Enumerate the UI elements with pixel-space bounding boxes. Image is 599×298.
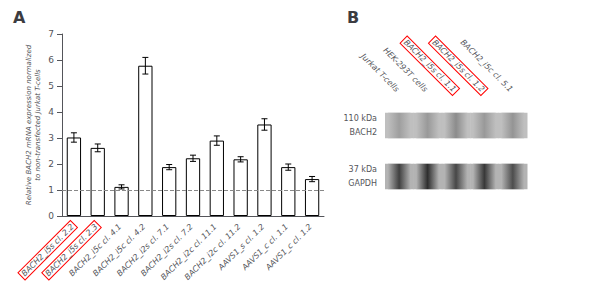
svg-text:B: B [347, 8, 359, 27]
svg-text:5: 5 [48, 81, 54, 91]
svg-text:BACH2_i2s cl. 7.2: BACH2_i2s cl. 7.2 [138, 222, 195, 279]
svg-text:BACH2_i2c cl. 11.2: BACH2_i2c cl. 11.2 [182, 222, 243, 282]
svg-text:BACH2_i5c cl. 4.1: BACH2_i5c cl. 4.1 [67, 222, 124, 279]
svg-text:BACH2: BACH2 [349, 128, 377, 137]
svg-text:AAVS1_c cl. 1.1: AAVS1_c cl. 1.1 [240, 222, 290, 272]
svg-text:BACH2_i5c cl. 4.2: BACH2_i5c cl. 4.2 [91, 222, 148, 279]
svg-text:110 kDa: 110 kDa [343, 114, 377, 123]
svg-text:BACH2_i5s cl. 1.1: BACH2_i5s cl. 1.1 [402, 38, 458, 94]
svg-text:1: 1 [48, 185, 54, 195]
svg-text:AAVS1_c cl. 1.2: AAVS1_c cl. 1.2 [263, 222, 314, 273]
svg-text:7: 7 [48, 29, 54, 39]
svg-text:BACH2_i5s cl. 2.2: BACH2_i5s cl. 2.2 [19, 222, 76, 279]
svg-text:4: 4 [48, 107, 54, 117]
svg-text:BACH2_i2s cl. 7.1: BACH2_i2s cl. 7.1 [115, 222, 171, 279]
svg-text:0: 0 [48, 211, 54, 221]
svg-text:Relative BACH2 mRNA expression: Relative BACH2 mRNA expression normalize… [25, 44, 33, 205]
svg-text:BACH2_i5s cl. 2.3: BACH2_i5s cl. 2.3 [43, 222, 100, 279]
svg-text:Jurkat T-cells: Jurkat T-cells [359, 51, 401, 94]
svg-text:BACH2_i5c cl. 5.1: BACH2_i5c cl. 5.1 [459, 38, 515, 94]
svg-text:BACH2_i2c cl. 11.1: BACH2_i2c cl. 11.1 [159, 222, 219, 282]
svg-text:A: A [13, 8, 26, 27]
svg-text:37 kDa: 37 kDa [349, 165, 378, 174]
svg-text:HEK-293T cells: HEK-293T cells [381, 45, 430, 94]
svg-text:GAPDH: GAPDH [348, 179, 377, 188]
svg-text:3: 3 [48, 133, 54, 143]
svg-text:6: 6 [48, 55, 54, 65]
svg-text:AAVS1_s cl. 1.2: AAVS1_s cl. 1.2 [216, 222, 267, 272]
svg-text:to non-transfected Jurkat T-ce: to non-transfected Jurkat T-cells [34, 69, 42, 181]
svg-text:2: 2 [48, 159, 54, 169]
svg-text:BACH2_i5s cl. 1.2: BACH2_i5s cl. 1.2 [430, 38, 486, 94]
